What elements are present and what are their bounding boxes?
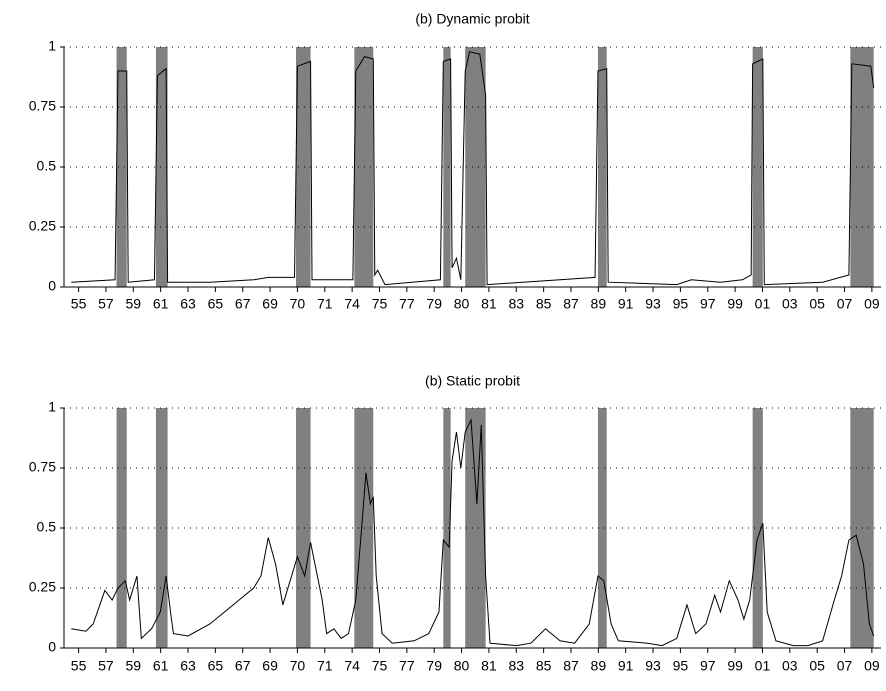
x-tick-label: 87	[563, 296, 579, 312]
x-tick-label: 01	[755, 658, 771, 674]
x-tick-label: 07	[837, 658, 853, 674]
chart-title: (b) Static probit	[425, 373, 520, 389]
y-tick-label: 0.5	[37, 158, 57, 174]
x-tick-label: 09	[864, 658, 880, 674]
x-tick-label: 05	[809, 296, 825, 312]
y-tick-label: 0.25	[29, 579, 56, 595]
x-tick-label: 80	[454, 658, 470, 674]
recession-band	[465, 408, 486, 648]
x-tick-label: 83	[508, 296, 524, 312]
x-tick-label: 57	[98, 296, 114, 312]
recession-band	[443, 408, 451, 648]
recession-band	[752, 47, 763, 287]
y-tick-label: 1	[48, 38, 56, 54]
recession-band	[295, 408, 311, 648]
x-tick-label: 95	[673, 658, 689, 674]
x-tick-label: 61	[153, 658, 169, 674]
x-tick-label: 63	[180, 296, 196, 312]
x-tick-label: 89	[591, 658, 607, 674]
recession-band	[752, 408, 763, 648]
x-tick-label: 87	[563, 658, 579, 674]
x-tick-label: 79	[426, 658, 442, 674]
x-tick-label: 85	[536, 296, 552, 312]
x-tick-label: 03	[782, 658, 798, 674]
recession-band	[116, 408, 127, 648]
x-tick-label: 89	[591, 296, 607, 312]
recession-band	[155, 408, 168, 648]
probability-line	[71, 418, 875, 647]
x-tick-label: 83	[508, 658, 524, 674]
x-tick-label: 65	[208, 658, 224, 674]
recession-band	[155, 47, 168, 287]
y-tick-label: 0.75	[29, 98, 56, 114]
x-tick-label: 81	[481, 658, 497, 674]
x-tick-label: 74	[344, 658, 360, 674]
recession-band	[116, 47, 127, 287]
recession-band	[597, 47, 607, 287]
x-tick-label: 63	[180, 658, 196, 674]
x-tick-label: 01	[755, 296, 771, 312]
x-tick-label: 91	[618, 296, 634, 312]
recession-band	[465, 47, 486, 287]
chart-title: (b) Dynamic probit	[415, 11, 529, 27]
recession-band	[443, 47, 451, 287]
x-tick-label: 77	[399, 296, 415, 312]
x-tick-label: 91	[618, 658, 634, 674]
x-tick-label: 61	[153, 296, 169, 312]
x-tick-label: 07	[837, 296, 853, 312]
x-tick-label: 75	[372, 296, 388, 312]
x-tick-label: 55	[71, 296, 87, 312]
recession-band	[354, 408, 374, 648]
x-tick-label: 70	[290, 658, 306, 674]
x-tick-label: 81	[481, 296, 497, 312]
x-tick-label: 59	[126, 296, 142, 312]
x-tick-label: 93	[645, 658, 661, 674]
x-tick-label: 67	[235, 296, 251, 312]
probability-line	[71, 51, 875, 286]
y-tick-label: 0	[48, 278, 56, 294]
x-tick-label: 74	[344, 296, 360, 312]
y-tick-label: 0.25	[29, 218, 56, 234]
x-tick-label: 85	[536, 658, 552, 674]
x-tick-label: 99	[727, 296, 743, 312]
x-tick-label: 97	[700, 296, 716, 312]
x-tick-label: 65	[208, 296, 224, 312]
x-tick-label: 99	[727, 658, 743, 674]
x-tick-label: 75	[372, 658, 388, 674]
y-tick-label: 0.5	[37, 519, 57, 535]
y-tick-label: 0	[48, 639, 56, 655]
x-tick-label: 57	[98, 658, 114, 674]
x-tick-label: 05	[809, 658, 825, 674]
x-tick-label: 03	[782, 296, 798, 312]
x-tick-label: 59	[126, 658, 142, 674]
y-tick-label: 0.75	[29, 459, 56, 475]
x-tick-label: 71	[317, 658, 333, 674]
x-tick-label: 71	[317, 296, 333, 312]
x-tick-label: 97	[700, 658, 716, 674]
x-tick-label: 67	[235, 658, 251, 674]
x-tick-label: 80	[454, 296, 470, 312]
recession-band	[597, 408, 607, 648]
recession-band	[295, 47, 311, 287]
x-tick-label: 55	[71, 658, 87, 674]
x-tick-label: 79	[426, 296, 442, 312]
recession-band	[354, 47, 374, 287]
x-tick-label: 95	[673, 296, 689, 312]
x-tick-label: 69	[262, 658, 278, 674]
x-tick-label: 93	[645, 296, 661, 312]
x-tick-label: 70	[290, 296, 306, 312]
x-tick-label: 69	[262, 296, 278, 312]
x-tick-label: 09	[864, 296, 880, 312]
y-tick-label: 1	[48, 399, 56, 415]
x-tick-label: 77	[399, 658, 415, 674]
